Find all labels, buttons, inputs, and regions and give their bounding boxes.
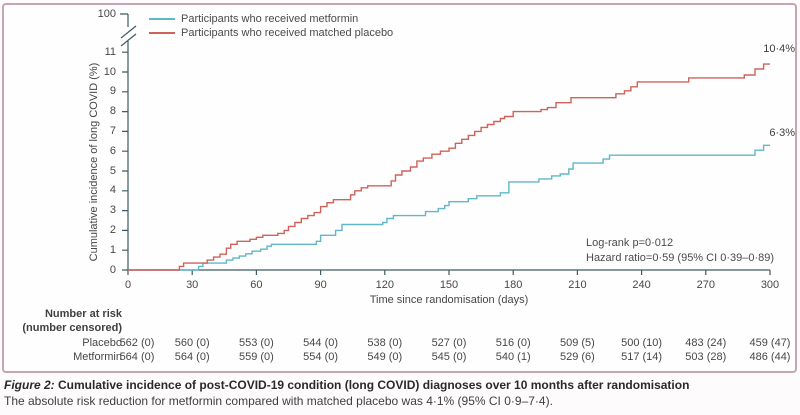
y-tick-label-8: 8 bbox=[109, 105, 116, 118]
x-tick-label-240: 240 bbox=[632, 279, 651, 291]
x-tick-label-90: 90 bbox=[314, 279, 327, 291]
risk-cell-placebo-150: 527 (0) bbox=[431, 337, 467, 349]
risk-cell-metformin-270: 503 (28) bbox=[685, 351, 727, 363]
risk-cell-metformin-150: 545 (0) bbox=[431, 351, 467, 363]
risk-cell-metformin-300: 486 (44) bbox=[749, 351, 791, 363]
risk-cell-placebo-240: 500 (10) bbox=[621, 337, 663, 349]
risk-cell-placebo-0: 562 (0) bbox=[119, 337, 155, 349]
legend-label-placebo: Participants who received matched placeb… bbox=[181, 27, 394, 39]
risk-cell-metformin-210: 529 (6) bbox=[559, 351, 595, 363]
legend: Participants who received metformin Part… bbox=[149, 12, 393, 40]
figure-caption-body: The absolute risk reduction for metformi… bbox=[4, 394, 553, 408]
x-tick-label-210: 210 bbox=[568, 279, 587, 291]
risk-cell-metformin-120: 549 (0) bbox=[367, 351, 403, 363]
risk-cell-placebo-180: 516 (0) bbox=[495, 337, 531, 349]
risk-cell-placebo-60: 553 (0) bbox=[238, 337, 274, 349]
risk-cell-metformin-180: 540 (1) bbox=[495, 351, 531, 363]
figure-number-label: Figure 2: bbox=[4, 378, 55, 392]
curve-placebo bbox=[128, 63, 770, 271]
axes bbox=[120, 13, 771, 275]
x-tick-label-300: 300 bbox=[760, 279, 780, 291]
y-tick-label-7: 7 bbox=[109, 124, 116, 137]
risk-cell-placebo-270: 483 (24) bbox=[685, 337, 727, 349]
legend-item-placebo: Participants who received matched placeb… bbox=[149, 26, 393, 40]
y-tick-label-0: 0 bbox=[109, 263, 116, 276]
caption-title-text: Cumulative incidence of post-COVID-19 co… bbox=[54, 378, 690, 392]
x-tick-label-30: 30 bbox=[186, 279, 199, 291]
risk-row-label-metformin: Metformin bbox=[73, 351, 122, 363]
y-axis-break-icon bbox=[120, 25, 137, 47]
risk-table-header-line2: (number censored) bbox=[22, 322, 122, 334]
risk-row-label-placebo: Placebo bbox=[82, 337, 122, 349]
placebo-line-swatch bbox=[149, 32, 175, 34]
stats-annotation: Log-rank p=0·012 Hazard ratio=0·59 (95% … bbox=[586, 236, 774, 266]
legend-item-metformin: Participants who received metformin bbox=[149, 12, 393, 26]
x-tick-label-270: 270 bbox=[696, 279, 715, 291]
y-tick-label-100: 100 bbox=[97, 8, 116, 20]
y-tick-label-4: 4 bbox=[109, 184, 116, 197]
risk-cell-placebo-210: 509 (5) bbox=[559, 337, 595, 349]
risk-cell-placebo-120: 538 (0) bbox=[367, 337, 403, 349]
x-tick-label-60: 60 bbox=[250, 279, 263, 291]
y-tick-label-10: 10 bbox=[103, 65, 116, 78]
y-tick-label-5: 5 bbox=[109, 164, 116, 177]
risk-cell-metformin-30: 564 (0) bbox=[174, 351, 210, 363]
figure-caption-title: Figure 2: Cumulative incidence of post-C… bbox=[4, 378, 689, 392]
x-tick-label-150: 150 bbox=[439, 279, 459, 291]
x-tick-label-120: 120 bbox=[375, 279, 394, 291]
legend-label-metformin: Participants who received metformin bbox=[181, 13, 359, 25]
y-tick-label-2: 2 bbox=[109, 223, 116, 236]
y-tick-label-3: 3 bbox=[109, 204, 116, 217]
y-axis-title: Cumulative incidence of long COVID (%) bbox=[88, 62, 100, 262]
x-tick-label-180: 180 bbox=[504, 279, 523, 291]
curve-metformin bbox=[128, 144, 770, 271]
log-rank-p-value: Log-rank p=0·012 bbox=[586, 237, 674, 249]
metformin-end-label: 6·3% bbox=[769, 127, 795, 139]
hazard-ratio: Hazard ratio=0·59 (95% CI 0·39–0·89) bbox=[586, 252, 775, 264]
placebo-end-label: 10·4% bbox=[763, 43, 795, 55]
x-tick-label-0: 0 bbox=[124, 279, 132, 291]
risk-cell-metformin-60: 559 (0) bbox=[238, 351, 274, 363]
risk-table-header-line1: Number at risk bbox=[44, 308, 122, 320]
risk-cell-placebo-300: 459 (47) bbox=[749, 337, 791, 349]
risk-cell-placebo-30: 560 (0) bbox=[174, 337, 210, 349]
metformin-line-swatch bbox=[149, 18, 175, 20]
risk-cell-metformin-0: 564 (0) bbox=[119, 351, 155, 363]
y-tick-label-9: 9 bbox=[109, 85, 116, 98]
y-tick-label-1: 1 bbox=[109, 243, 116, 256]
km-chart bbox=[120, 13, 771, 275]
risk-cell-metformin-240: 517 (14) bbox=[621, 351, 663, 363]
risk-cell-metformin-90: 554 (0) bbox=[303, 351, 339, 363]
y-tick-label-11: 11 bbox=[104, 45, 116, 58]
risk-cell-placebo-90: 544 (0) bbox=[303, 337, 339, 349]
x-axis-title: Time since randomisation (days) bbox=[369, 294, 529, 306]
figure-frame bbox=[2, 3, 797, 373]
y-tick-label-6: 6 bbox=[109, 144, 116, 157]
